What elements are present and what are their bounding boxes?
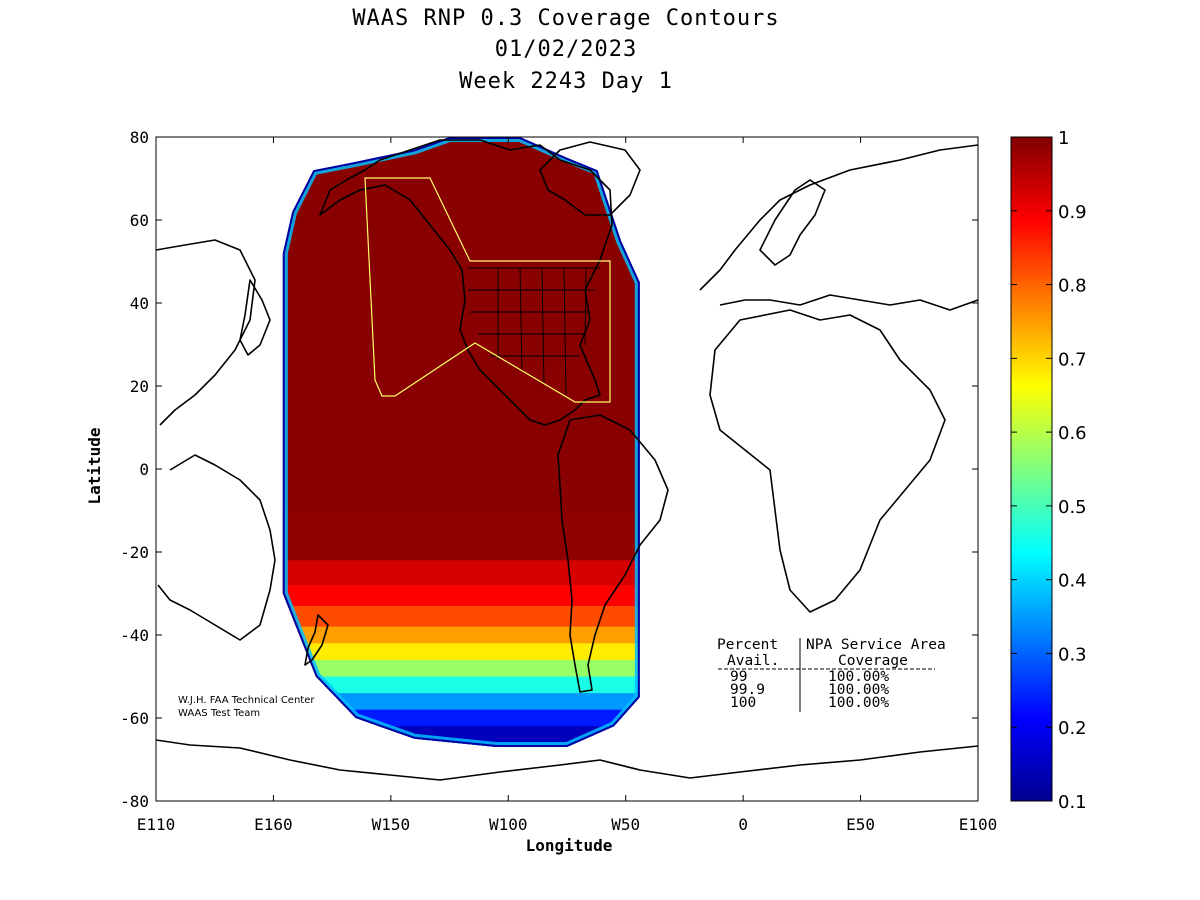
- x-tick-label: 0: [738, 815, 748, 834]
- y-tick-label: 60: [130, 211, 149, 230]
- colorbar-tick-label: 0.2: [1058, 718, 1087, 739]
- stats-row-avail: 99.9: [730, 682, 765, 698]
- y-tick-label: -60: [120, 709, 149, 728]
- x-axis-label: Longitude: [526, 836, 613, 855]
- colorbar-tick-label: 0.7: [1058, 349, 1087, 370]
- colorbar-ticks: 1 0.9 0.8 0.7 0.6 0.5 0.4 0.3 0.2 0.1: [1011, 128, 1087, 813]
- colorbar: [1010, 136, 1053, 802]
- chart-title-line-2: 01/02/2023: [494, 37, 638, 62]
- europe-asia-coast: [699, 144, 978, 311]
- y-tick-label: 80: [130, 128, 149, 147]
- colorbar-tick-label: 0.5: [1058, 497, 1087, 518]
- antarctica-coast: [156, 739, 978, 781]
- coverage-region: [282, 137, 640, 748]
- x-tick-label: E100: [959, 815, 998, 834]
- stats-row-coverage: 100.00%: [828, 682, 890, 698]
- attribution-text: W.J.H. FAA Technical Center WAAS Test Te…: [178, 694, 314, 720]
- y-tick-label: 40: [130, 294, 149, 313]
- colorbar-tick-label: 0.8: [1058, 276, 1087, 297]
- x-tick-label: E160: [254, 815, 293, 834]
- chart-title-line-3: Week 2243 Day 1: [459, 69, 673, 94]
- stats-subheader-col1: Avail.: [727, 653, 780, 669]
- chart-title-line-1: WAAS RNP 0.3 Coverage Contours: [352, 6, 780, 31]
- attribution-line-2: WAAS Test Team: [178, 708, 261, 719]
- coastlines: [156, 139, 978, 781]
- y-axis-label: Latitude: [85, 427, 104, 504]
- x-tick-label: E50: [846, 815, 875, 834]
- east-asia-coast: [156, 239, 256, 426]
- y-tick-label: 0: [139, 460, 149, 479]
- x-tick-label: E110: [137, 815, 176, 834]
- coverage-bands: [282, 137, 640, 748]
- x-tick-label: W150: [372, 815, 411, 834]
- colorbar-tick-label: 0.3: [1058, 644, 1087, 665]
- stats-subheader-col2: Coverage: [838, 653, 908, 669]
- y-tick-label: -80: [120, 792, 149, 811]
- stats-header-col2: NPA Service Area: [806, 637, 946, 653]
- scandinavia-coast: [759, 179, 826, 266]
- stats-table-lines: [718, 638, 935, 712]
- conus-state-grid: [468, 267, 600, 396]
- x-axis: E110 E160 W150 W100 W50 0 E50 E100: [137, 137, 998, 834]
- greenland-coast: [539, 141, 641, 216]
- stats-header-col1: Percent: [717, 637, 779, 653]
- attribution-line-1: W.J.H. FAA Technical Center: [178, 695, 315, 706]
- y-tick-label: 20: [130, 377, 149, 396]
- npa-service-area-outline: [364, 177, 611, 403]
- y-tick-label: -20: [120, 543, 149, 562]
- colorbar-tick-label: 0.9: [1058, 202, 1087, 223]
- stats-row-coverage: 100.00%: [828, 669, 890, 685]
- north-america-coast: [319, 139, 613, 426]
- colorbar-tick-label: 1: [1058, 128, 1069, 149]
- y-tick-label: -40: [120, 626, 149, 645]
- stats-row-coverage: 100.00%: [828, 695, 890, 711]
- stats-row-avail: 99: [730, 669, 748, 685]
- colorbar-tick-label: 0.1: [1058, 792, 1087, 813]
- x-tick-label: W100: [489, 815, 528, 834]
- stats-row-avail: 100: [730, 695, 757, 711]
- colorbar-tick-label: 0.4: [1058, 571, 1087, 592]
- south-america-coast: [557, 414, 669, 693]
- y-axis: 80 60 40 20 0 -20 -40 -60 -80: [120, 128, 978, 811]
- new-zealand-coast: [304, 614, 329, 666]
- australia-coast: [157, 454, 276, 641]
- colorbar-tick-label: 0.6: [1058, 423, 1087, 444]
- africa-coast: [709, 309, 946, 613]
- x-tick-label: W50: [611, 815, 640, 834]
- japan-coast: [239, 279, 271, 356]
